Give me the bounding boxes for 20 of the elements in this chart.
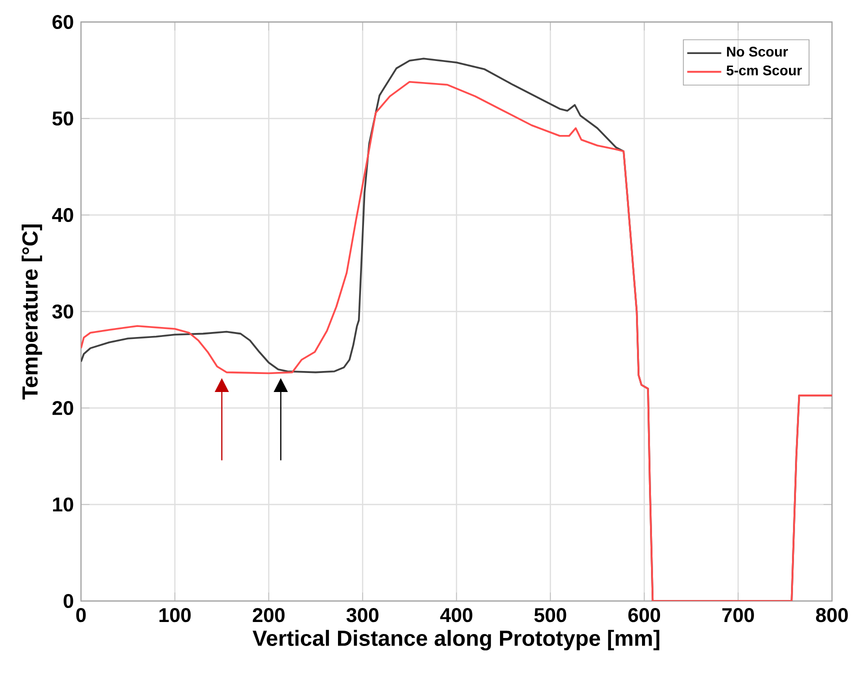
y-tick-label: 60 — [52, 14, 74, 30]
x-axis-title: Vertical Distance along Prototype [mm] — [252, 630, 660, 650]
y-tick-label: 30 — [52, 304, 74, 319]
x-tick-label: 600 — [628, 608, 660, 622]
x-tick-label: 200 — [252, 608, 285, 622]
x-tick-label: 800 — [816, 608, 848, 622]
legend-label: No Scour — [727, 46, 788, 57]
x-tick-label: 700 — [722, 608, 754, 622]
legend-label: 5-cm Scour — [726, 65, 802, 76]
x-tick-label: 500 — [534, 608, 566, 622]
x-tick-label: 100 — [160, 608, 191, 622]
x-tick-label: 400 — [440, 608, 472, 622]
x-tick-label: 300 — [346, 608, 378, 622]
y-tick-label: 40 — [52, 208, 74, 222]
y-tick-label: 10 — [53, 497, 74, 512]
y-tick-label: 0 — [64, 594, 74, 608]
y-axis-title: Temperature [°C] — [22, 224, 42, 400]
y-tick-label: 20 — [52, 400, 74, 416]
y-tick-label: 50 — [52, 111, 74, 126]
x-tick-label: 0 — [76, 608, 86, 622]
